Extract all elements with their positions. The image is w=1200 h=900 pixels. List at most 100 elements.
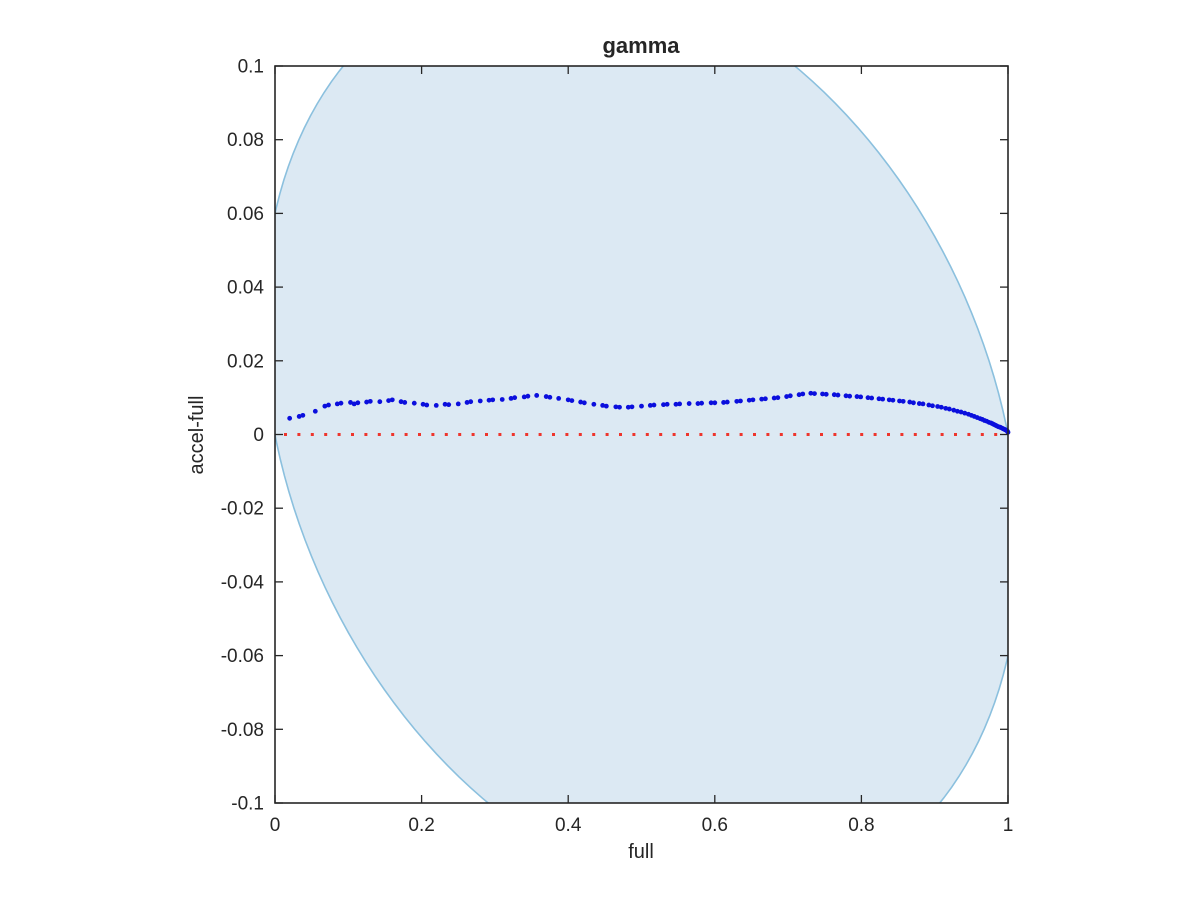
scatter-point [712, 400, 718, 406]
y-tick-label: -0.1 [231, 794, 264, 815]
scatter-point [367, 398, 373, 404]
scatter-point [746, 397, 752, 403]
scatter-point [721, 400, 726, 405]
x-tick-label: 0 [270, 815, 281, 836]
scatter-point [486, 397, 492, 403]
scatter-point [673, 401, 679, 407]
scatter-point [287, 415, 293, 421]
scatter-point [651, 402, 657, 408]
scatter-point [433, 402, 439, 408]
scatter-point [775, 395, 781, 401]
scatter-point [734, 398, 740, 404]
scatter-point [591, 401, 597, 407]
y-tick-label: -0.06 [221, 646, 264, 667]
y-tick-label: 0.08 [227, 130, 264, 151]
scatter-point [508, 395, 514, 401]
scatter-point [916, 401, 922, 406]
scatter-point [386, 398, 392, 403]
scatter-point [943, 405, 949, 411]
scatter-point [958, 409, 964, 415]
scatter-point [334, 401, 340, 407]
scatter-point [661, 402, 666, 408]
scatter-point [312, 408, 318, 414]
y-tick-label: 0.1 [238, 57, 264, 78]
scatter-point [869, 395, 875, 401]
scatter-point [600, 402, 606, 408]
scatter-point [911, 400, 916, 406]
scatter-point [835, 392, 841, 398]
scatter-point [446, 402, 452, 408]
scatter-point [907, 399, 913, 405]
scatter-point [547, 394, 553, 400]
scatter-point [930, 403, 935, 409]
scatter-point [796, 392, 802, 398]
scatter-point [946, 406, 952, 412]
scatter-point [364, 399, 370, 405]
scatter-point [326, 402, 331, 408]
scatter-point [808, 390, 814, 396]
scatter-point [886, 397, 892, 403]
scatter-point [512, 395, 518, 401]
tick-labels-layer: 0 0.2 0.4 0.6 0.8 1 0.1 0.08 0.06 0.04 0.02 0 -0.02 -… [221, 57, 1014, 837]
scatter-point [771, 395, 777, 401]
scatter-point [639, 403, 644, 409]
y-tick-label: 0.06 [227, 204, 264, 225]
scatter-point [962, 410, 968, 416]
scatter-point [784, 394, 790, 399]
scatter-point [695, 401, 701, 406]
scatter-point [938, 404, 944, 410]
scatter-point [823, 391, 829, 397]
scatter-point [402, 400, 408, 405]
scatter-point [738, 398, 743, 404]
plot-title: gamma [602, 33, 680, 58]
scatter-point [880, 396, 886, 402]
scatter-point [613, 404, 619, 410]
x-tick-label: 0.4 [555, 815, 582, 836]
scatter-point [647, 402, 653, 408]
scatter-point [759, 396, 765, 402]
scatter-point [411, 400, 417, 406]
scatter-point [762, 396, 768, 402]
y-tick-label: 0 [253, 425, 264, 446]
scatter-point [351, 401, 357, 407]
scatter-point [890, 397, 896, 403]
scatter-point [865, 395, 871, 401]
y-tick-label: -0.08 [221, 720, 264, 741]
scatter-point [398, 399, 404, 405]
scatter-point [708, 400, 714, 406]
scatter-point [787, 393, 793, 399]
scatter-point [625, 404, 631, 410]
scatter-point [831, 392, 837, 398]
scatter-point [876, 396, 882, 402]
x-tick-label: 0.8 [848, 815, 874, 836]
scatter-point [377, 399, 383, 405]
scatter-point [556, 395, 562, 401]
scatter-point [296, 414, 302, 419]
scatter-point [424, 402, 430, 408]
x-axis-label: full [628, 841, 654, 863]
scatter-point [477, 398, 483, 404]
scatter-point [468, 399, 474, 405]
scatter-point [920, 401, 926, 407]
scatter-point [322, 403, 328, 409]
scatter-point [300, 412, 306, 418]
scatter-point [677, 401, 683, 407]
scatter-point [843, 393, 849, 399]
confidence-ellipse [275, 66, 1008, 803]
scatter-point [664, 401, 670, 407]
scatter-point [955, 408, 960, 414]
x-tick-label: 0.2 [408, 815, 434, 836]
confidence-region-layer [275, 66, 1008, 803]
scatter-point [800, 391, 806, 397]
scatter-point [629, 404, 635, 410]
scatter-point [935, 404, 941, 409]
scatter-point [812, 391, 817, 396]
axes-frame-layer [274, 65, 1009, 804]
scatter-point [847, 393, 853, 399]
scatter-point [617, 404, 622, 410]
scatter-point [499, 397, 505, 402]
scatter-point [581, 400, 587, 406]
scatter-point [951, 407, 957, 413]
